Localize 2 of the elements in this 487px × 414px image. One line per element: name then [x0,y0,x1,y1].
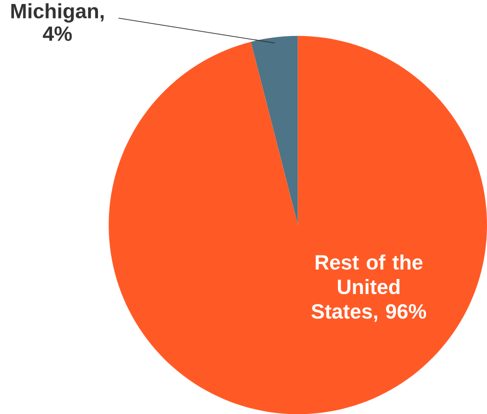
slice-label: Michigan, 4% [11,3,104,41]
slice-label: Rest of the United States, 96% [312,254,426,322]
